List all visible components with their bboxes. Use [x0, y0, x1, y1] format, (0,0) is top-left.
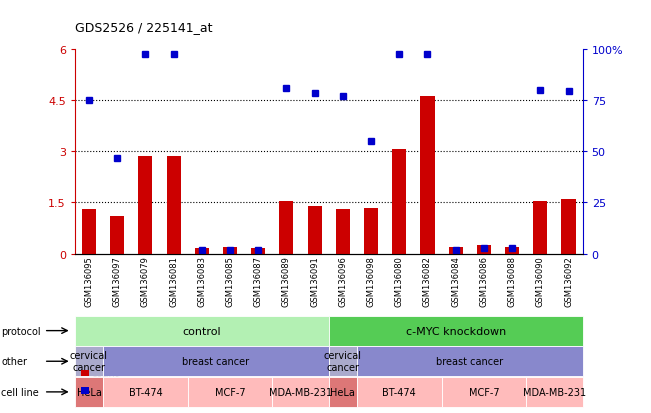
Text: protocol: protocol — [1, 326, 41, 336]
Text: cervical
cancer: cervical cancer — [70, 351, 108, 372]
Text: c-MYC knockdown: c-MYC knockdown — [406, 326, 506, 336]
Bar — [159, 50, 187, 254]
Bar — [272, 50, 301, 254]
Bar — [139, 157, 152, 254]
Bar — [392, 150, 406, 254]
Bar — [526, 50, 555, 254]
Bar — [441, 50, 470, 254]
Text: BT-474: BT-474 — [382, 387, 416, 397]
Bar — [329, 50, 357, 254]
Bar — [413, 50, 441, 254]
Bar — [561, 199, 575, 254]
Text: MCF-7: MCF-7 — [469, 387, 499, 397]
Bar — [82, 210, 96, 254]
Bar — [103, 50, 132, 254]
Bar — [187, 50, 216, 254]
Bar — [533, 201, 547, 254]
Bar — [307, 206, 322, 254]
Text: breast cancer: breast cancer — [182, 356, 249, 366]
Bar — [470, 50, 498, 254]
Bar — [357, 50, 385, 254]
Bar — [244, 50, 272, 254]
Text: GDS2526 / 225141_at: GDS2526 / 225141_at — [75, 21, 212, 33]
Bar — [251, 249, 266, 254]
Text: cell line: cell line — [1, 387, 39, 397]
Bar — [477, 245, 491, 254]
Bar — [385, 50, 413, 254]
Bar — [301, 50, 329, 254]
Text: count: count — [92, 368, 119, 378]
Text: control: control — [182, 326, 221, 336]
Bar — [505, 247, 519, 254]
Text: breast cancer: breast cancer — [436, 356, 503, 366]
Bar — [336, 210, 350, 254]
Bar — [279, 201, 294, 254]
Text: percentile rank within the sample: percentile rank within the sample — [92, 385, 256, 395]
Bar — [75, 50, 103, 254]
Bar — [195, 249, 209, 254]
Text: cervical
cancer: cervical cancer — [324, 351, 362, 372]
Bar — [449, 247, 463, 254]
Text: BT-474: BT-474 — [128, 387, 162, 397]
Bar — [555, 50, 583, 254]
Text: MDA-MB-231: MDA-MB-231 — [523, 387, 586, 397]
Text: HeLa: HeLa — [77, 387, 102, 397]
Bar — [223, 247, 237, 254]
Bar — [421, 97, 435, 254]
Bar — [498, 50, 526, 254]
Bar — [216, 50, 244, 254]
Bar — [364, 208, 378, 254]
Bar — [110, 216, 124, 254]
Text: MCF-7: MCF-7 — [215, 387, 245, 397]
Text: MDA-MB-231: MDA-MB-231 — [269, 387, 332, 397]
Bar — [167, 157, 181, 254]
Text: other: other — [1, 356, 27, 366]
Text: HeLa: HeLa — [331, 387, 355, 397]
Bar — [132, 50, 159, 254]
